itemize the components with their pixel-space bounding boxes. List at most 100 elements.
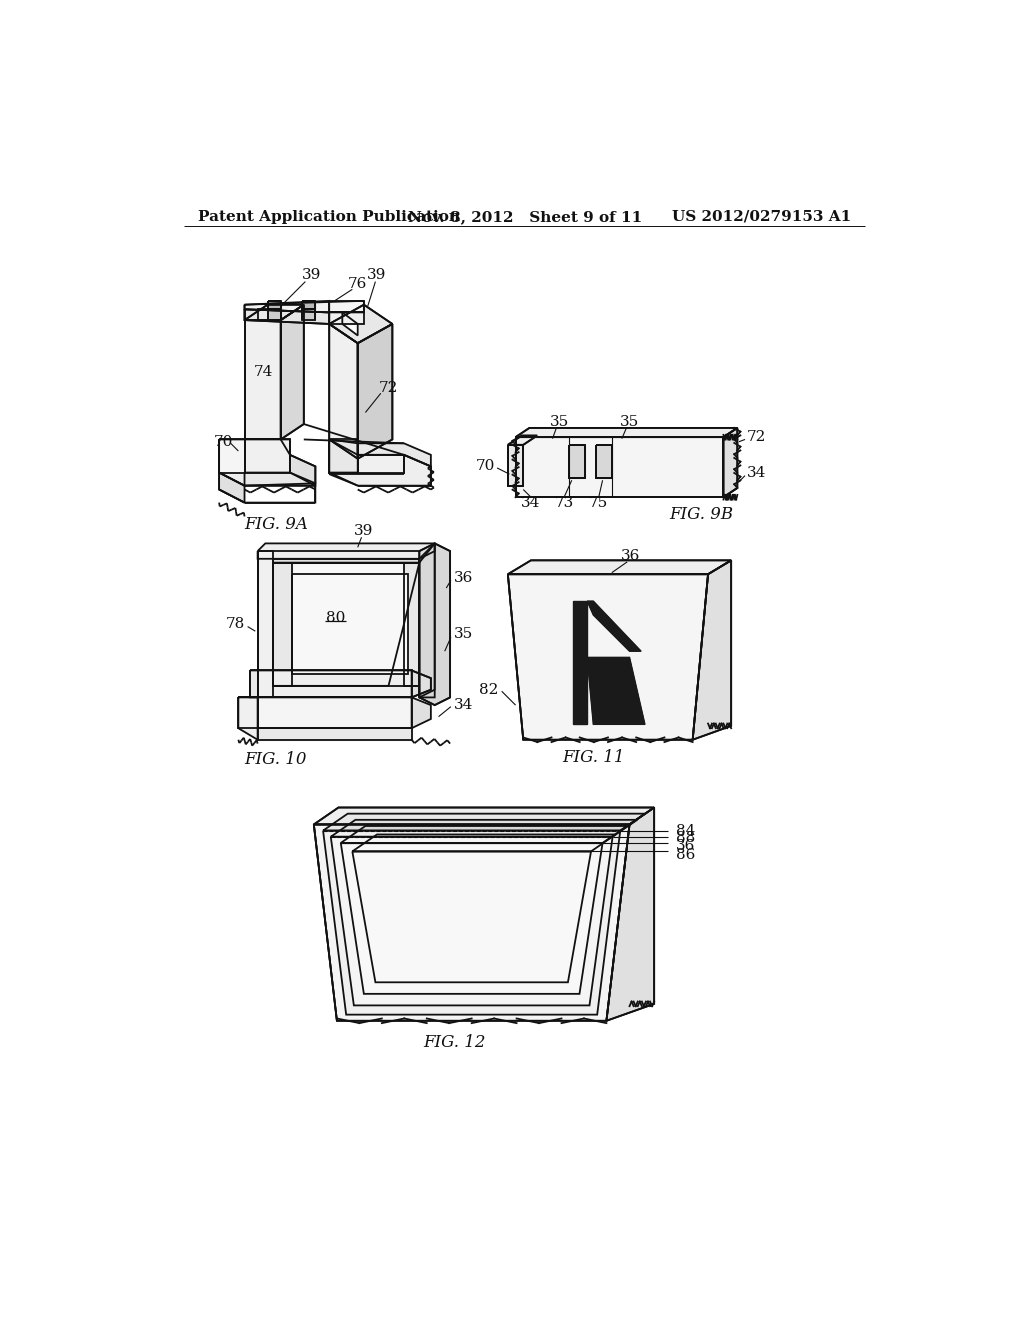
- Polygon shape: [342, 313, 357, 335]
- Polygon shape: [219, 440, 315, 486]
- Polygon shape: [331, 837, 612, 1006]
- Polygon shape: [273, 558, 419, 562]
- Polygon shape: [569, 445, 585, 478]
- Text: 76: 76: [348, 277, 368, 290]
- Polygon shape: [273, 562, 292, 686]
- Text: 82: 82: [479, 682, 499, 697]
- Polygon shape: [273, 562, 419, 686]
- Polygon shape: [724, 428, 737, 498]
- Text: 39: 39: [302, 268, 322, 282]
- Text: 73: 73: [554, 495, 573, 510]
- Polygon shape: [357, 323, 392, 459]
- Text: 80: 80: [327, 611, 346, 626]
- Polygon shape: [290, 455, 315, 483]
- Polygon shape: [301, 309, 315, 321]
- Text: 35: 35: [454, 627, 473, 642]
- Polygon shape: [330, 440, 431, 486]
- Text: 35: 35: [620, 414, 639, 429]
- Text: 72: 72: [379, 381, 398, 395]
- Polygon shape: [587, 657, 645, 725]
- Polygon shape: [258, 729, 412, 739]
- Polygon shape: [419, 544, 435, 697]
- Polygon shape: [245, 305, 304, 321]
- Polygon shape: [692, 561, 731, 739]
- Text: 88: 88: [676, 832, 695, 845]
- Polygon shape: [508, 561, 731, 574]
- Text: 84: 84: [676, 824, 695, 838]
- Polygon shape: [219, 440, 245, 473]
- Polygon shape: [330, 323, 357, 459]
- Polygon shape: [245, 301, 330, 313]
- Polygon shape: [352, 834, 615, 851]
- Polygon shape: [341, 843, 602, 994]
- Polygon shape: [258, 552, 273, 697]
- Polygon shape: [245, 440, 290, 473]
- Polygon shape: [313, 808, 654, 825]
- Text: FIG. 10: FIG. 10: [245, 751, 307, 767]
- Polygon shape: [219, 473, 245, 503]
- Polygon shape: [330, 301, 364, 313]
- Polygon shape: [239, 697, 258, 739]
- Polygon shape: [292, 574, 408, 675]
- Text: 39: 39: [354, 524, 374, 539]
- Text: FIG. 12: FIG. 12: [423, 1034, 485, 1051]
- Polygon shape: [267, 309, 281, 321]
- Text: FIG. 9A: FIG. 9A: [245, 516, 308, 533]
- Polygon shape: [330, 440, 431, 473]
- Polygon shape: [596, 445, 611, 478]
- Text: FIG. 9B: FIG. 9B: [670, 506, 733, 523]
- Text: 70: 70: [476, 459, 496, 474]
- Text: 34: 34: [521, 495, 541, 510]
- Polygon shape: [515, 428, 737, 437]
- Polygon shape: [330, 313, 364, 323]
- Text: 72: 72: [746, 430, 766, 444]
- Text: 34: 34: [454, 698, 473, 711]
- Polygon shape: [267, 301, 281, 309]
- Polygon shape: [258, 697, 412, 729]
- Text: 86: 86: [676, 849, 695, 862]
- Polygon shape: [357, 440, 403, 473]
- Polygon shape: [606, 808, 654, 1020]
- Text: 35: 35: [550, 414, 569, 429]
- Text: 39: 39: [368, 268, 387, 282]
- Polygon shape: [412, 671, 431, 697]
- Polygon shape: [323, 830, 621, 1015]
- Polygon shape: [245, 321, 281, 440]
- Text: US 2012/0279153 A1: US 2012/0279153 A1: [672, 210, 851, 224]
- Polygon shape: [258, 544, 435, 558]
- Polygon shape: [301, 301, 315, 309]
- Text: 75: 75: [589, 495, 608, 510]
- Text: FIG. 11: FIG. 11: [562, 748, 625, 766]
- Polygon shape: [508, 436, 538, 445]
- Polygon shape: [403, 562, 419, 686]
- Polygon shape: [281, 305, 304, 440]
- Text: 36: 36: [622, 549, 641, 562]
- Text: 36: 36: [676, 840, 695, 853]
- Polygon shape: [330, 305, 392, 343]
- Polygon shape: [323, 813, 645, 830]
- Text: 70: 70: [213, 434, 232, 449]
- Polygon shape: [245, 473, 315, 486]
- Polygon shape: [245, 309, 330, 323]
- Polygon shape: [331, 820, 637, 837]
- Text: 74: 74: [253, 366, 272, 379]
- Polygon shape: [239, 697, 258, 729]
- Polygon shape: [330, 440, 357, 473]
- Polygon shape: [412, 697, 431, 729]
- Polygon shape: [258, 671, 412, 697]
- Text: Nov. 8, 2012   Sheet 9 of 11: Nov. 8, 2012 Sheet 9 of 11: [408, 210, 642, 224]
- Polygon shape: [515, 437, 724, 498]
- Polygon shape: [508, 574, 708, 739]
- Text: Patent Application Publication: Patent Application Publication: [199, 210, 461, 224]
- Text: 34: 34: [746, 466, 766, 479]
- Polygon shape: [573, 601, 587, 725]
- Polygon shape: [258, 309, 281, 321]
- Polygon shape: [250, 671, 258, 697]
- Text: 36: 36: [454, 572, 473, 585]
- Polygon shape: [587, 601, 641, 651]
- Polygon shape: [352, 851, 591, 982]
- Polygon shape: [313, 825, 630, 1020]
- Polygon shape: [419, 544, 435, 697]
- Polygon shape: [419, 544, 451, 705]
- Text: 78: 78: [225, 618, 245, 631]
